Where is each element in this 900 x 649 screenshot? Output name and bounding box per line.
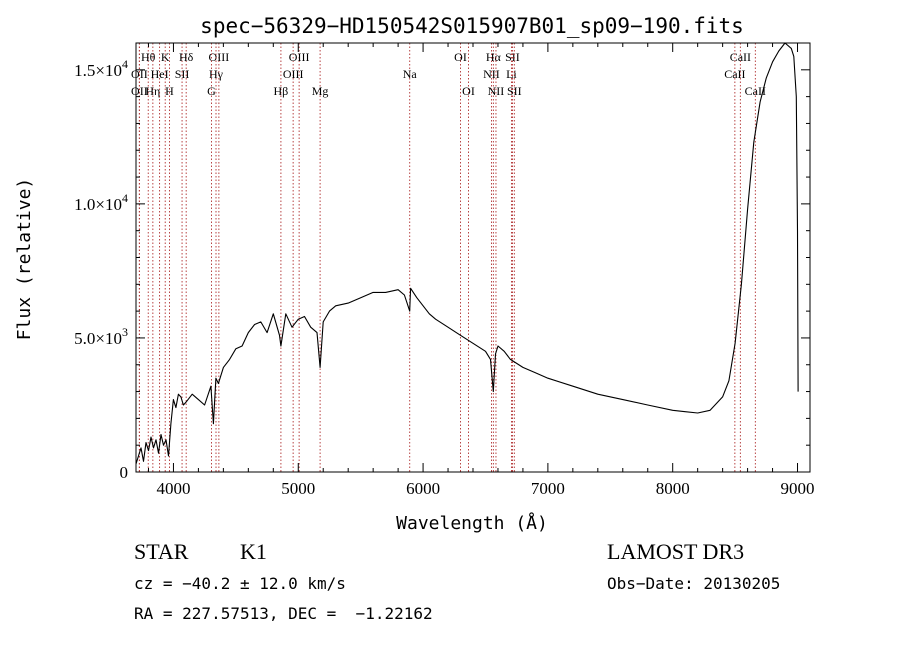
- line-label: OI: [462, 84, 475, 98]
- object-subclass: K1: [240, 539, 267, 564]
- line-label: HeI: [151, 67, 169, 81]
- flux-series: [135, 42, 799, 465]
- ra-dec: RA = 227.57513, DEC = −1.22162: [134, 604, 433, 623]
- y-tick-mantissa: 1.5×10: [74, 61, 122, 80]
- survey-name: LAMOST DR3: [607, 539, 744, 564]
- line-label: Hβ: [274, 84, 289, 98]
- y-tick-exponent: 4: [122, 57, 128, 71]
- line-label: OI: [454, 50, 467, 64]
- y-tick-mantissa: 1.0×10: [74, 195, 122, 214]
- line-label: Hδ: [179, 50, 194, 64]
- x-tick-label: 9000: [781, 479, 815, 498]
- y-tick-label: 1.5×104: [74, 57, 128, 80]
- line-label: OIII: [209, 50, 230, 64]
- chart-title: spec−56329−HD150542S015907B01_sp09−190.f…: [200, 14, 744, 38]
- x-tick-label: 5000: [281, 479, 315, 498]
- line-label: Li: [506, 67, 517, 81]
- line-label: SII: [175, 67, 190, 81]
- line-label: OII: [131, 84, 148, 98]
- line-label: SII: [505, 50, 520, 64]
- y-tick-exponent: 3: [122, 325, 128, 339]
- line-label: CaII: [745, 84, 766, 98]
- y-axis-label: Flux (relative): [14, 178, 35, 341]
- line-label: G: [207, 84, 216, 98]
- plot-frame: [135, 42, 811, 473]
- line-label: Hθ: [141, 50, 156, 64]
- line-label: Hη: [145, 84, 160, 98]
- x-axis-label: Wavelength (Å): [396, 512, 548, 534]
- object-class: STAR: [134, 539, 189, 564]
- redshift-cz: cz = −40.2 ± 12.0 km/s: [134, 574, 346, 593]
- line-label: OII: [131, 67, 148, 81]
- y-tick-label: 1.0×104: [74, 191, 128, 214]
- line-label: Hγ: [209, 67, 224, 81]
- y-tick-mantissa: 0: [120, 463, 129, 482]
- line-label: OIII: [289, 50, 310, 64]
- obs-date: Obs−Date: 20130205: [607, 574, 780, 593]
- line-label: Na: [403, 67, 418, 81]
- line-label: K: [161, 50, 170, 64]
- line-label: Hα: [486, 50, 502, 64]
- line-label: CaII: [724, 67, 745, 81]
- line-label: SII: [507, 84, 522, 98]
- x-tick-label: 4000: [156, 479, 190, 498]
- line-label: Mg: [312, 84, 329, 98]
- line-label: NII: [483, 67, 500, 81]
- y-tick-mantissa: 5.0×10: [74, 329, 122, 348]
- y-tick-exponent: 4: [122, 191, 128, 205]
- x-tick-label: 8000: [656, 479, 690, 498]
- x-axis: 4000 5000 6000 7000 8000 9000: [147, 43, 815, 498]
- x-tick-label: 7000: [531, 479, 565, 498]
- line-label: OIII: [283, 67, 304, 81]
- line-label: NII: [488, 84, 505, 98]
- line-label: CaII: [730, 50, 751, 64]
- y-tick-label: 5.0×103: [74, 325, 128, 348]
- x-tick-label: 6000: [406, 479, 440, 498]
- y-tick-label: 0: [120, 463, 129, 482]
- line-label: H: [165, 84, 174, 98]
- flux-line: [135, 42, 799, 465]
